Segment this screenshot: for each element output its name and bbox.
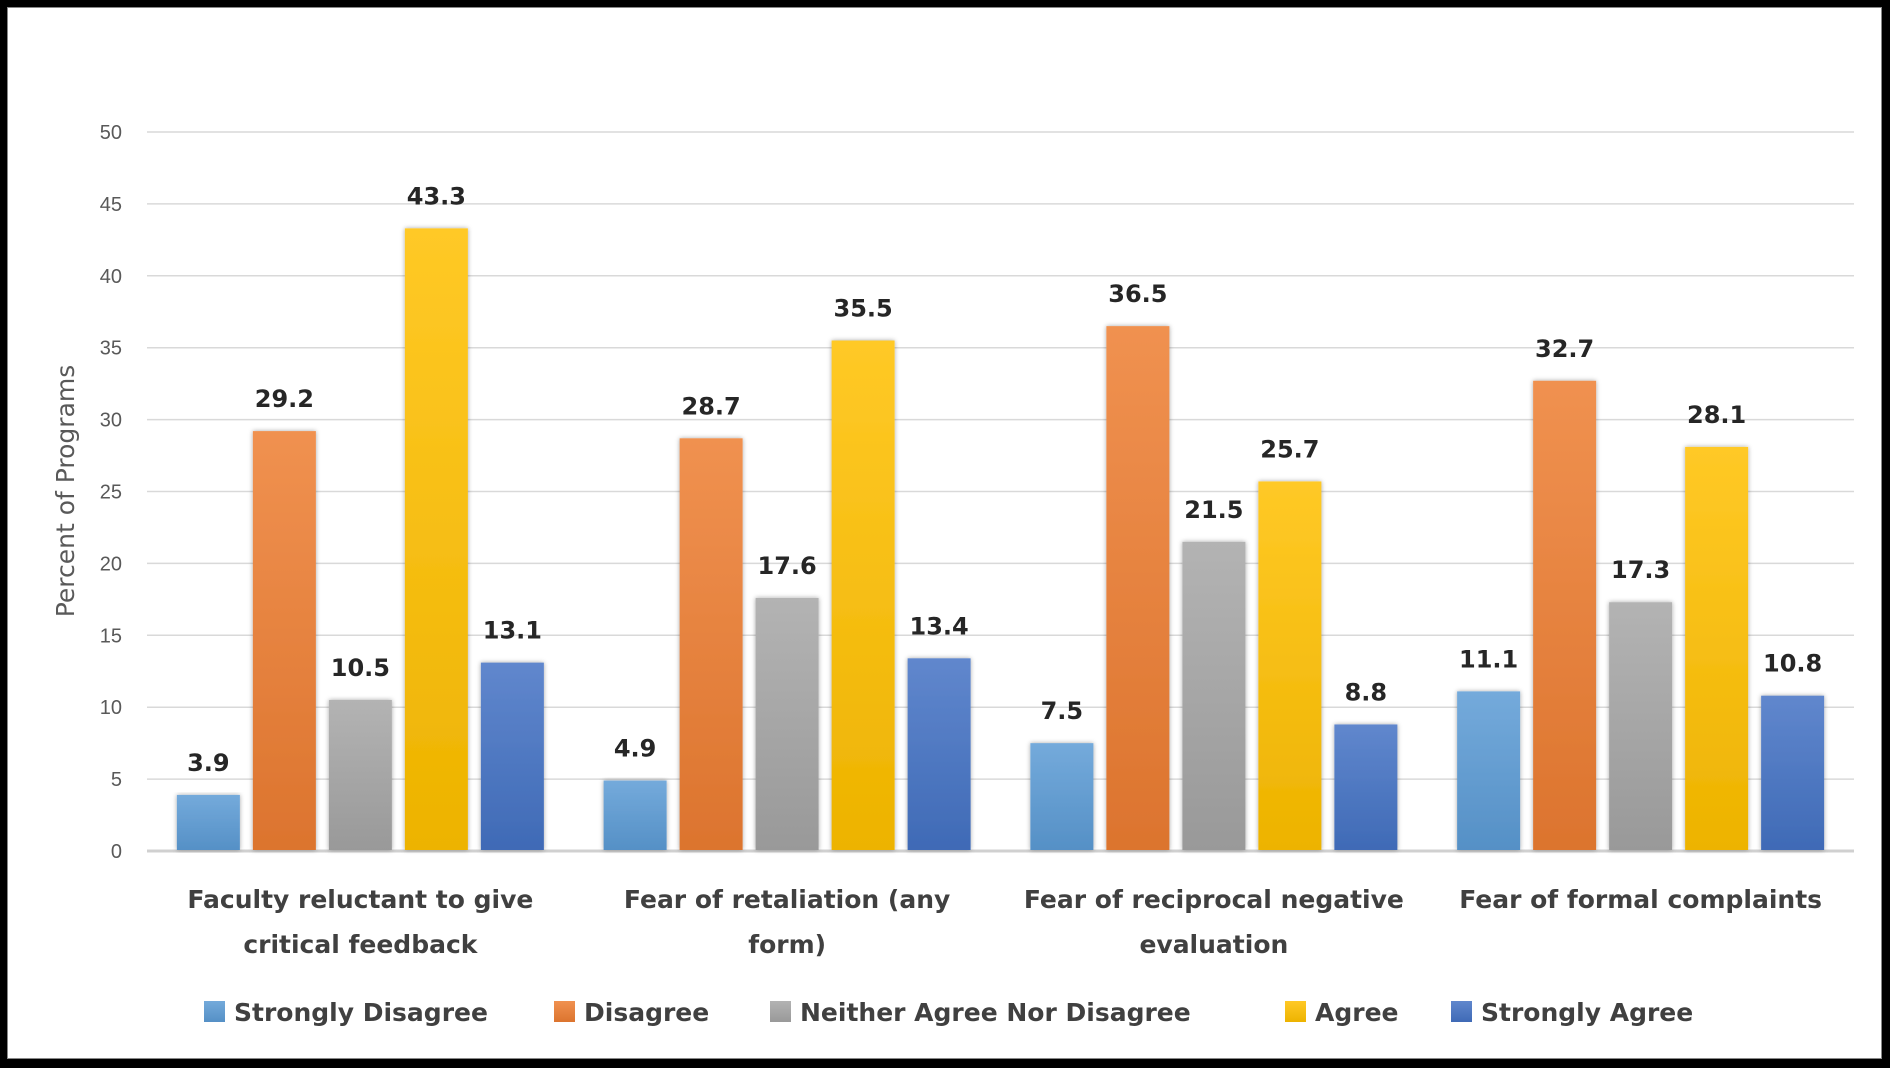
data-label: 43.3 bbox=[407, 182, 466, 210]
legend-swatch bbox=[1451, 1001, 1472, 1022]
legend-item-disagree: Disagree bbox=[554, 998, 709, 1027]
bar-agree bbox=[404, 228, 468, 850]
data-label: 4.9 bbox=[614, 735, 657, 763]
legend-item-strongly-disagree: Strongly Disagree bbox=[204, 998, 488, 1027]
data-label: 29.2 bbox=[255, 385, 314, 413]
category-label: evaluation bbox=[1139, 930, 1288, 959]
legend-label: Strongly Agree bbox=[1481, 998, 1693, 1027]
data-label: 13.1 bbox=[483, 617, 542, 645]
legend-label: Strongly Disagree bbox=[234, 998, 488, 1027]
legend: Strongly Disagree Disagree Neither Agree N… bbox=[204, 998, 1693, 1027]
bar-disagree bbox=[679, 438, 743, 850]
bar-strongly-agree bbox=[1334, 724, 1398, 850]
category-labels: Faculty reluctant to give critical feedba… bbox=[187, 885, 1822, 959]
legend-label: Neither Agree Nor Disagree bbox=[800, 998, 1191, 1027]
bar-strongly-disagree bbox=[176, 794, 240, 850]
data-label: 11.1 bbox=[1459, 645, 1518, 673]
bar-strongly-agree bbox=[480, 662, 544, 850]
y-tick-label: 30 bbox=[100, 410, 122, 432]
data-label: 32.7 bbox=[1535, 335, 1594, 363]
data-label: 13.4 bbox=[910, 612, 969, 640]
data-label: 28.7 bbox=[682, 392, 741, 420]
data-label: 25.7 bbox=[1260, 435, 1319, 463]
data-label: 17.6 bbox=[758, 552, 817, 580]
legend-swatch bbox=[204, 1001, 225, 1022]
y-tick-label: 0 bbox=[111, 841, 122, 863]
bar-neither-agree-nor-disagree bbox=[1182, 541, 1246, 850]
y-tick-label: 15 bbox=[100, 625, 122, 647]
bar-agree bbox=[1685, 446, 1749, 850]
y-axis-title: Percent of Programs bbox=[51, 365, 80, 618]
y-tick-label: 25 bbox=[100, 482, 122, 504]
data-label: 28.1 bbox=[1687, 401, 1746, 429]
bar-neither-agree-nor-disagree bbox=[328, 700, 392, 850]
y-tick-label: 50 bbox=[100, 122, 122, 144]
data-label: 7.5 bbox=[1041, 697, 1084, 725]
category-label: form) bbox=[748, 930, 826, 959]
bar-disagree bbox=[252, 431, 316, 850]
category-label: Fear of reciprocal negative bbox=[1024, 885, 1404, 914]
y-tick-label: 35 bbox=[100, 338, 122, 360]
legend-swatch bbox=[1285, 1001, 1306, 1022]
category-label: Faculty reluctant to give bbox=[187, 885, 533, 914]
y-axis-ticks: 0 5 10 15 20 25 30 35 40 45 50 bbox=[100, 122, 122, 863]
gridlines bbox=[147, 131, 1854, 853]
bars bbox=[176, 228, 1825, 850]
legend-swatch bbox=[554, 1001, 575, 1022]
bar-strongly-agree bbox=[907, 658, 971, 850]
bar-neither-agree-nor-disagree bbox=[1609, 602, 1673, 850]
data-label: 10.5 bbox=[331, 654, 390, 682]
data-label: 3.9 bbox=[187, 749, 230, 777]
bar-strongly-disagree bbox=[1457, 691, 1521, 850]
legend-label: Disagree bbox=[584, 998, 709, 1027]
bar-agree bbox=[831, 340, 895, 850]
category-label: critical feedback bbox=[243, 930, 478, 959]
y-tick-label: 20 bbox=[100, 553, 122, 575]
y-tick-label: 5 bbox=[111, 769, 122, 791]
data-labels: 3.9 29.2 10.5 43.3 13.1 4.9 28.7 17.6 35.5 13.4 7.… bbox=[187, 182, 1822, 777]
category-label: Fear of retaliation (any bbox=[624, 885, 950, 914]
y-tick-label: 40 bbox=[100, 266, 122, 288]
legend-item-strongly-agree: Strongly Agree bbox=[1451, 998, 1693, 1027]
y-tick-label: 45 bbox=[100, 194, 122, 216]
y-tick-label: 10 bbox=[100, 697, 122, 719]
bar-strongly-disagree bbox=[1030, 743, 1094, 850]
bar-disagree bbox=[1106, 326, 1170, 850]
data-label: 10.8 bbox=[1763, 650, 1822, 678]
bar-neither-agree-nor-disagree bbox=[755, 597, 819, 850]
data-label: 21.5 bbox=[1184, 496, 1243, 524]
bar-strongly-disagree bbox=[603, 780, 667, 850]
bar-disagree bbox=[1533, 380, 1597, 850]
category-label: Fear of formal complaints bbox=[1459, 885, 1822, 914]
data-label: 35.5 bbox=[834, 295, 893, 323]
legend-item-agree: Agree bbox=[1285, 998, 1398, 1027]
legend-item-neither-agree-nor-disagree: Neither Agree Nor Disagree bbox=[770, 998, 1191, 1027]
legend-label: Agree bbox=[1315, 998, 1398, 1027]
bar-agree bbox=[1258, 481, 1322, 850]
bar-strongly-agree bbox=[1761, 695, 1825, 850]
legend-swatch bbox=[770, 1001, 791, 1022]
data-label: 8.8 bbox=[1345, 678, 1388, 706]
data-label: 36.5 bbox=[1108, 280, 1167, 308]
data-label: 17.3 bbox=[1611, 556, 1670, 584]
